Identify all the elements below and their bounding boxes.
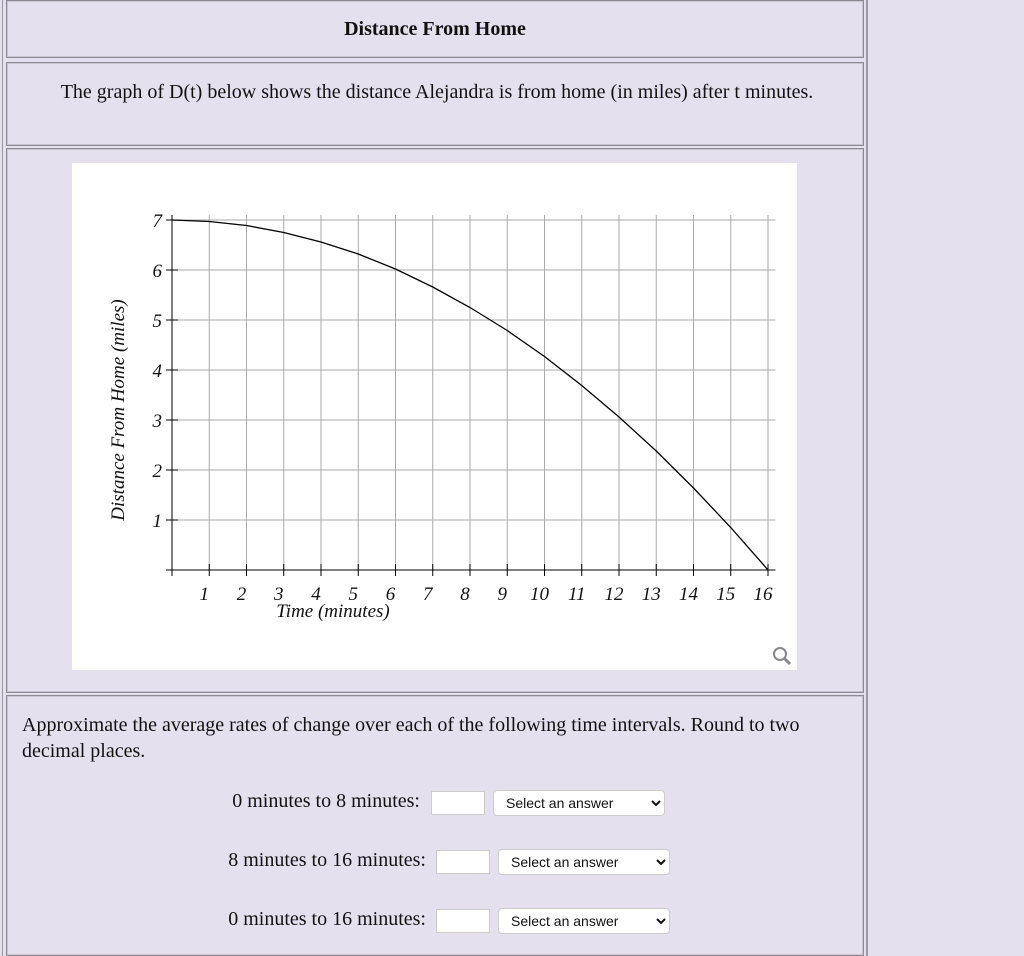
unit-select[interactable]: Select an answer xyxy=(498,849,670,875)
answer-input[interactable] xyxy=(436,909,490,933)
x-tick-label: 2 xyxy=(237,584,247,605)
description: The graph of D(t) below shows the distan… xyxy=(60,81,814,103)
frame xyxy=(2,0,868,956)
x-tick-label: 5 xyxy=(349,584,359,605)
x-tick-label: 8 xyxy=(460,584,470,605)
description-cell: The graph of D(t) below shows the distan… xyxy=(6,62,864,146)
y-tick-label: 4 xyxy=(153,361,163,382)
x-tick-label: 16 xyxy=(754,584,774,605)
y-tick-label: 5 xyxy=(153,311,163,332)
title-cell: Distance From Home xyxy=(6,0,864,58)
interval-label: 8 minutes to 16 minutes: xyxy=(228,849,426,871)
x-tick-label: 6 xyxy=(386,584,396,605)
x-tick-label: 1 xyxy=(200,584,210,605)
x-tick-label: 12 xyxy=(605,584,625,605)
x-tick-label: 7 xyxy=(423,584,434,605)
question-prompt: Approximate the average rates of change … xyxy=(22,714,800,762)
unit-select[interactable]: Select an answer xyxy=(493,790,665,816)
unit-select[interactable]: Select an answer xyxy=(498,908,670,934)
title: Distance From Home xyxy=(344,18,526,40)
x-tick-label: 14 xyxy=(679,584,699,605)
y-tick-label: 2 xyxy=(153,461,163,482)
y-axis-label: Distance From Home (miles) xyxy=(108,299,129,521)
x-tick-label: 13 xyxy=(642,584,661,605)
x-tick-label: 11 xyxy=(568,584,586,605)
interval-label: 0 minutes to 16 minutes: xyxy=(228,908,426,930)
x-tick-label: 10 xyxy=(530,584,550,605)
y-tick-label: 6 xyxy=(153,261,163,282)
x-tick-label: 3 xyxy=(273,584,284,605)
x-tick-label: 4 xyxy=(311,584,321,605)
y-tick-label: 7 xyxy=(153,211,164,232)
y-tick-label: 3 xyxy=(152,411,163,432)
interval-label: 0 minutes to 8 minutes: xyxy=(232,790,420,812)
data-line xyxy=(171,219,769,571)
zoom-icon[interactable] xyxy=(773,647,792,666)
x-tick-label: 9 xyxy=(498,584,508,605)
question-cell xyxy=(6,695,864,956)
x-axis-label: Time (minutes) xyxy=(276,601,389,622)
answer-input[interactable] xyxy=(436,850,490,874)
y-tick-label: 1 xyxy=(153,511,163,532)
x-tick-label: 15 xyxy=(716,584,735,605)
answer-input[interactable] xyxy=(431,791,485,815)
graph: 1 2 3 4 5 6 7 8 9 10 11 12 13 14 15 16 1 2 3 4 5 6 7 Time (min… xyxy=(72,163,797,670)
